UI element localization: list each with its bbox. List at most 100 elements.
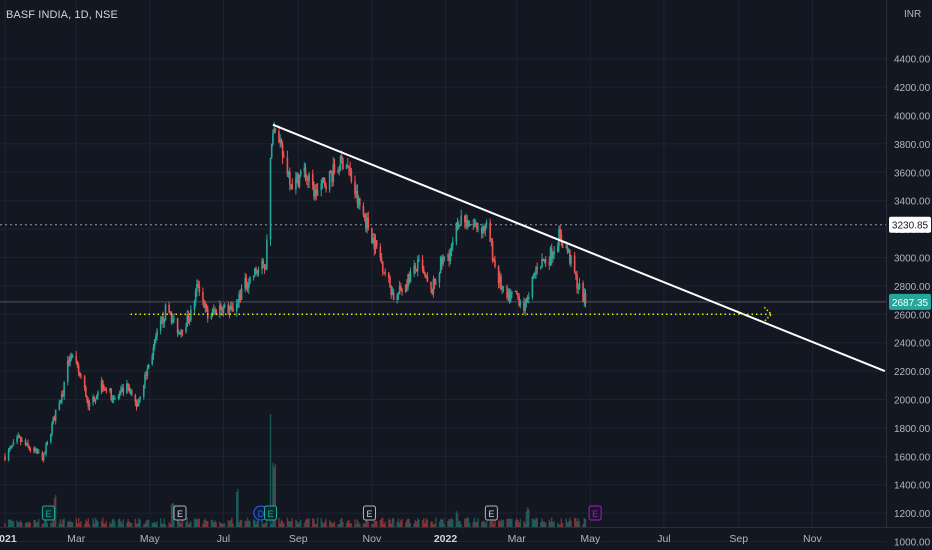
volume-bar: [58, 522, 61, 527]
candle-body: [552, 254, 554, 260]
earnings-marker[interactable]: [588, 505, 602, 521]
volume-bar: [299, 519, 302, 527]
candle-body: [296, 174, 298, 179]
time-axis[interactable]: 2021 Mar May Jul Sep Nov 2022 Mar May Jul Sep Nov: [0, 533, 822, 545]
volume-bar: [348, 519, 350, 527]
candle-body: [240, 288, 243, 301]
candle-body: [255, 268, 257, 273]
earnings-marker[interactable]: [264, 505, 278, 521]
volume-bar: [100, 521, 103, 527]
candle-body: [168, 304, 170, 313]
volume-bar: [163, 518, 166, 527]
volume-bar: [27, 523, 29, 527]
volume-bar: [328, 520, 331, 527]
candle-body: [212, 309, 215, 312]
volume-bar: [359, 524, 361, 527]
candle-body: [71, 355, 74, 358]
candle-body: [17, 435, 20, 438]
volume-bar: [509, 519, 512, 527]
volume-bar: [24, 522, 27, 527]
volume-bar: [396, 521, 398, 527]
volume-bar: [126, 522, 128, 527]
volume-bar: [337, 524, 339, 527]
candle-body: [543, 259, 546, 262]
candle-body: [220, 305, 222, 310]
candle-body: [144, 374, 146, 386]
candle-body: [59, 402, 62, 404]
candle-body: [450, 245, 453, 252]
volume-bar: [196, 519, 198, 527]
candle-body: [87, 400, 90, 407]
candle-body: [502, 286, 505, 288]
candle-body: [221, 309, 224, 314]
volume-bar: [465, 518, 467, 527]
volume-bar: [557, 522, 559, 527]
earnings-marker[interactable]: [484, 505, 498, 521]
candle-body: [21, 440, 23, 442]
candle-body: [491, 241, 494, 261]
candle-body: [416, 259, 419, 272]
candle-body: [439, 257, 442, 274]
volume-bar: [324, 521, 326, 527]
candle-body: [508, 291, 511, 302]
volume-bar: [516, 518, 518, 527]
volume-bar: [297, 523, 299, 527]
earnings-marker[interactable]: [173, 505, 187, 521]
drawing-layer[interactable]: [130, 123, 886, 373]
candle-body: [244, 277, 246, 289]
volume-bar: [10, 519, 12, 527]
volume-bar: [490, 520, 493, 527]
volume-bar: [202, 524, 204, 527]
candle-body: [41, 452, 44, 461]
candle-body: [163, 319, 166, 323]
candle-body: [161, 316, 163, 321]
candle-body: [311, 173, 314, 186]
volume-bar: [467, 517, 470, 527]
volume-bar: [193, 518, 196, 527]
volume-bar: [252, 519, 255, 527]
volume-bar: [155, 523, 157, 527]
price-axis[interactable]: 4400.00 4200.00 4000.00 3800.00 3600.00 3400.…: [889, 55, 931, 549]
last-price-badge-label: 2687.35: [892, 298, 929, 309]
candle-body: [536, 267, 539, 269]
volume-bar: [407, 518, 409, 527]
volume-bar: [584, 518, 587, 527]
volume-bar: [330, 521, 332, 527]
y-tick-label: 4200.00: [894, 83, 931, 94]
volume-bar: [156, 521, 158, 527]
earnings-marker[interactable]: [362, 505, 376, 521]
trendline[interactable]: [272, 123, 886, 373]
volume-bar: [350, 523, 353, 527]
candle-body: [527, 296, 530, 299]
volume-bar: [211, 520, 214, 527]
earnings-marker[interactable]: [41, 505, 55, 521]
candle-body: [287, 171, 290, 175]
volume-bar: [400, 520, 402, 527]
volume-bar: [532, 518, 535, 527]
volume-bar: [421, 519, 424, 527]
volume-bar: [75, 518, 77, 527]
volume-bar: [472, 521, 474, 527]
symbol-title[interactable]: BASF INDIA, 1D, NSE: [6, 9, 118, 21]
volume-bar: [583, 518, 585, 527]
candle-body: [134, 394, 137, 403]
volume-bar: [497, 520, 500, 527]
candle-body: [104, 389, 106, 391]
candle-body: [114, 397, 116, 399]
candle-body: [185, 326, 187, 332]
volume-bar: [380, 518, 383, 527]
volume-bar: [384, 521, 386, 527]
x-tick-label: Nov: [803, 533, 822, 545]
earnings-marker-label: E: [488, 509, 494, 519]
volume-bar: [139, 519, 141, 527]
volume-bar: [214, 520, 216, 527]
candle-body: [438, 273, 441, 283]
volume-bar: [36, 521, 39, 527]
candle-body: [50, 433, 52, 442]
volume-bar: [237, 488, 239, 527]
volume-bar: [459, 520, 461, 527]
volume-bar: [213, 522, 215, 527]
candle-body: [435, 282, 437, 284]
